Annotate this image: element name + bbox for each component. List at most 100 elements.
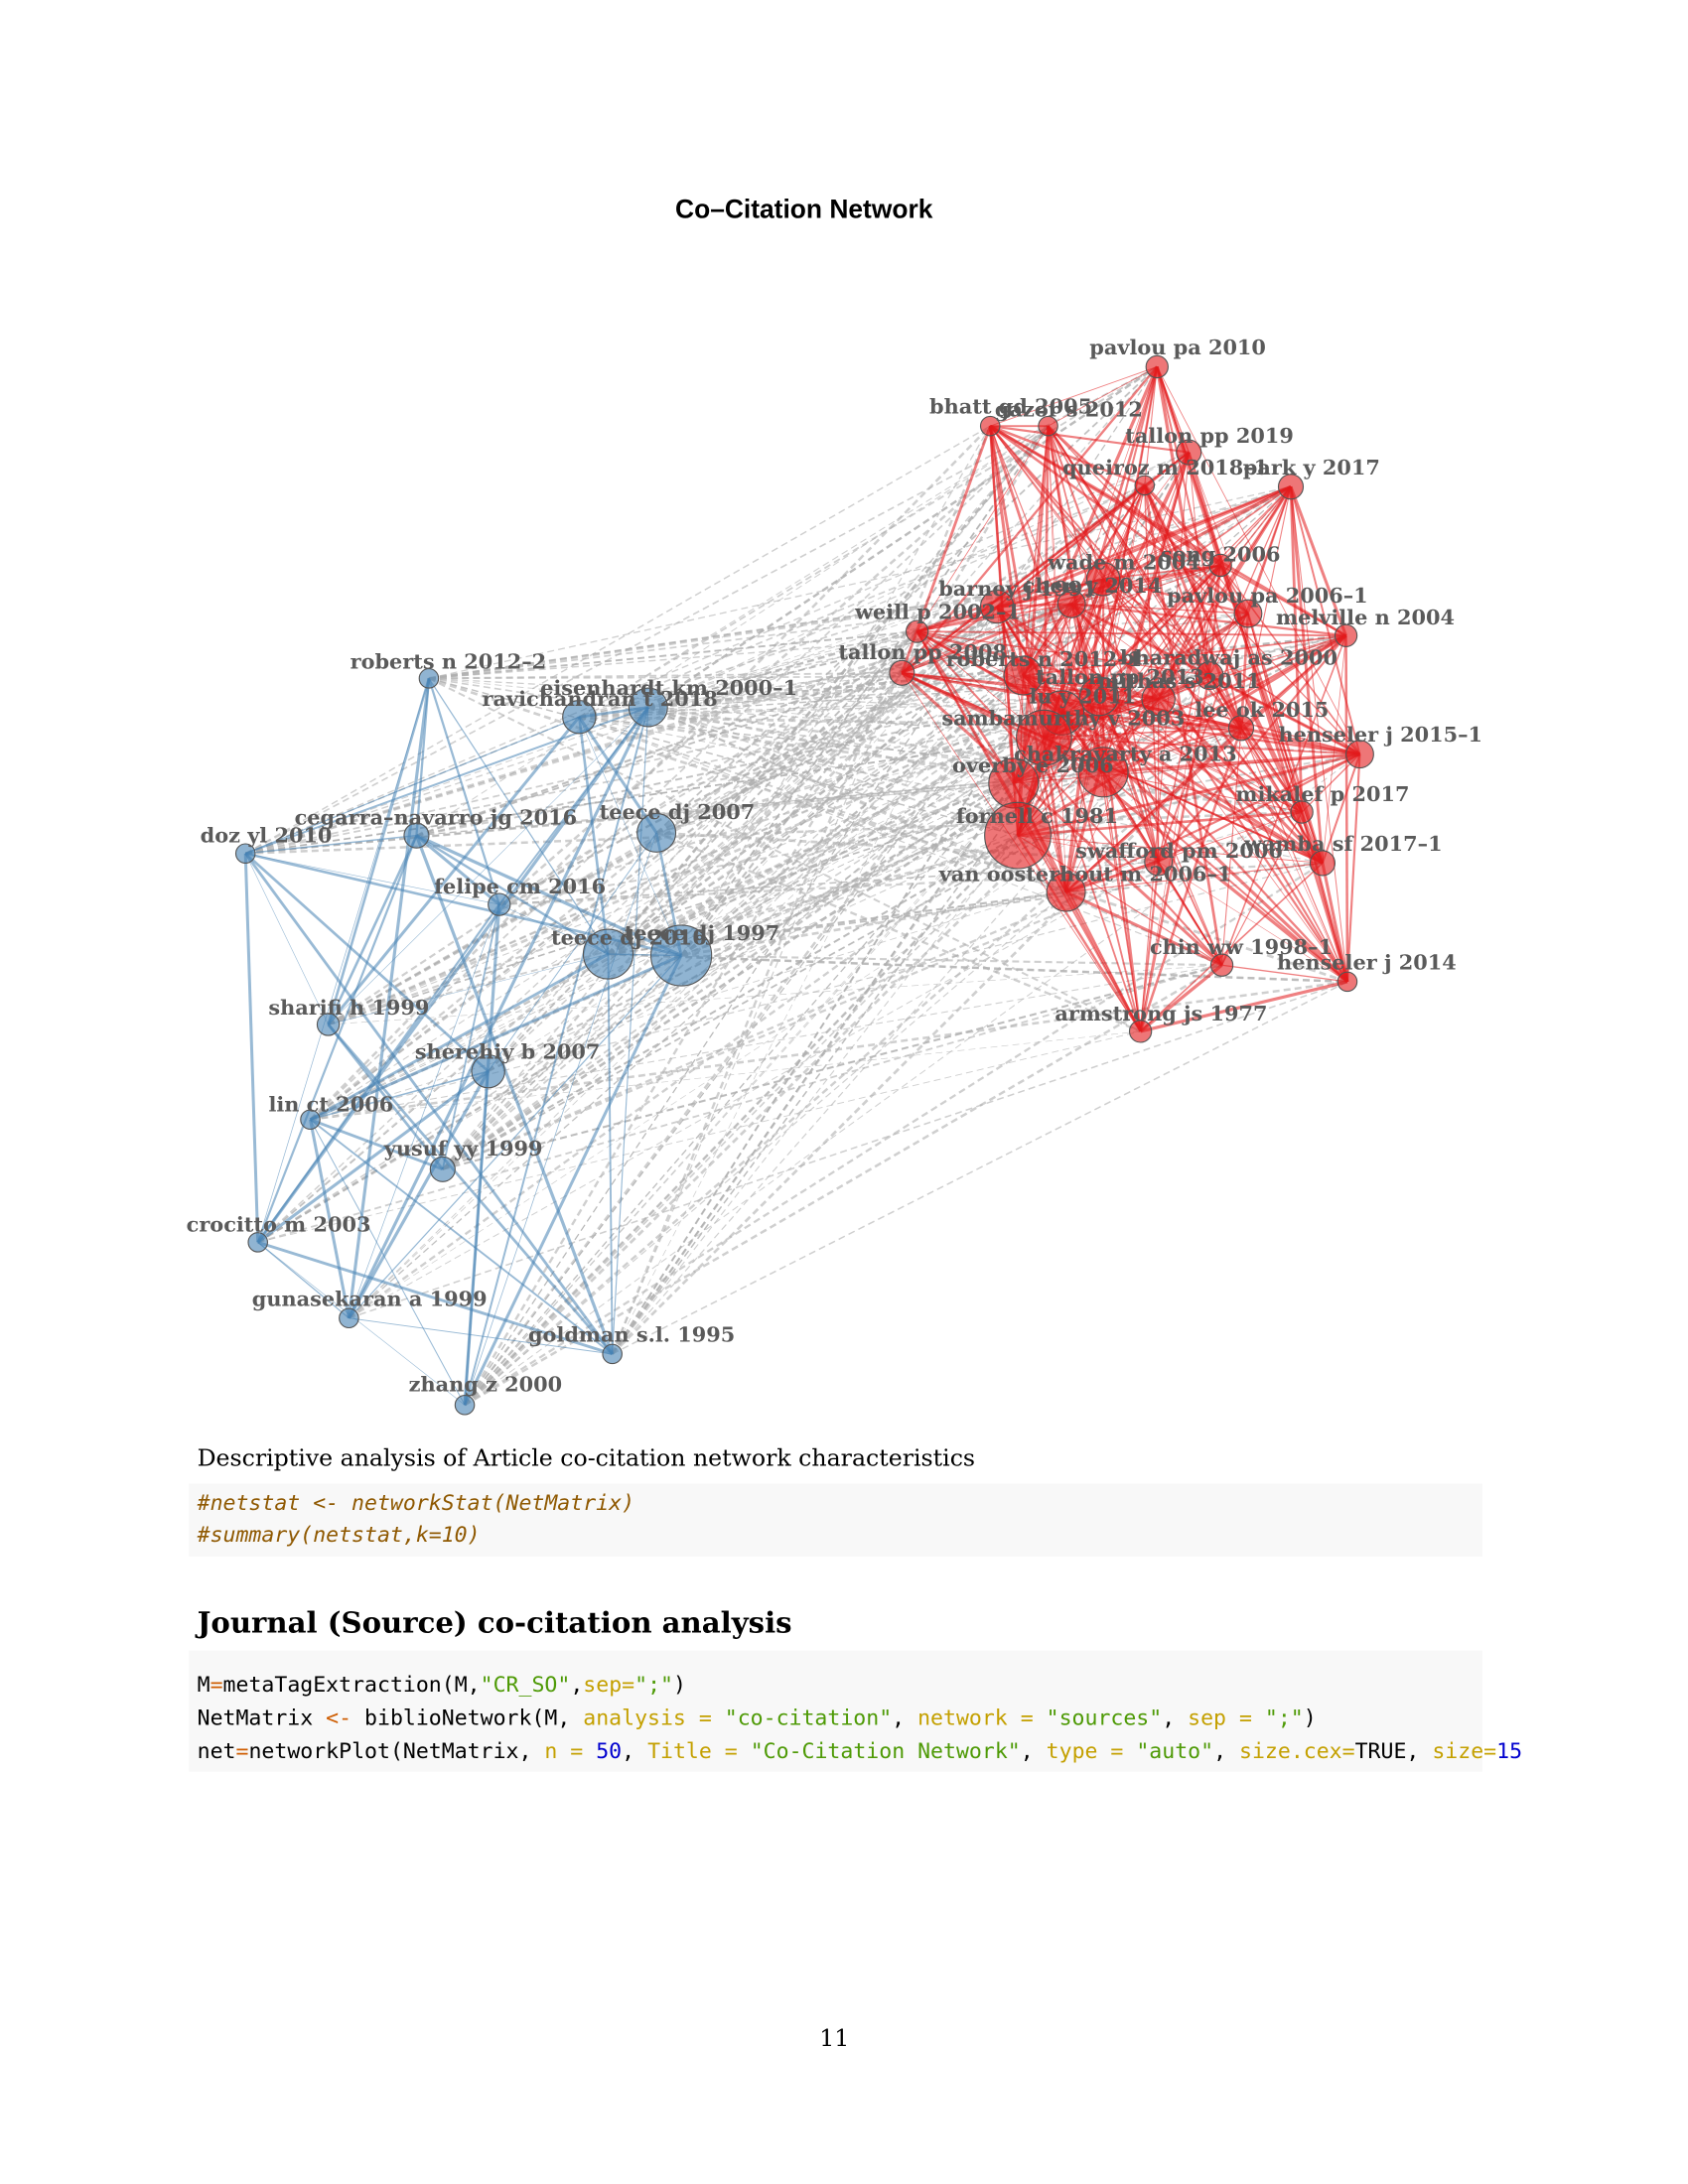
edge [1208, 634, 1346, 676]
cross-edge [680, 425, 1049, 956]
node-label: bhatt gd 2005 [929, 394, 1092, 419]
node [582, 928, 634, 980]
edge [1240, 728, 1303, 813]
edge [1022, 675, 1067, 892]
cross-edge [464, 964, 1223, 1407]
node [403, 822, 430, 849]
cross-edge [442, 861, 1160, 1170]
edge [1065, 752, 1360, 893]
cross-edge [680, 606, 998, 956]
cross-edge [428, 671, 903, 680]
edge [915, 630, 1223, 966]
code-token: "CR_SO" [481, 1673, 571, 1698]
cross-edge [442, 452, 1190, 1170]
code-token: networkPlot(NetMatrix, [248, 1739, 544, 1764]
node-label: yusuf yy 1999 [383, 1136, 543, 1160]
node [979, 415, 1001, 437]
cross-edge [579, 613, 1249, 718]
edge [1240, 728, 1348, 983]
edge [578, 717, 610, 955]
node [1345, 740, 1374, 769]
edge [1188, 452, 1249, 614]
edge [996, 606, 1324, 865]
node-label: armstrong js 1977 [1055, 1001, 1267, 1025]
edge [1065, 366, 1158, 892]
node-label: zhang z 2000 [409, 1371, 562, 1396]
node-label: chen y 2014 [1023, 573, 1163, 598]
edge [916, 630, 1346, 637]
edge [990, 366, 1158, 427]
node-label: wade m 2004 [1047, 550, 1200, 575]
cross-edge [327, 483, 1146, 1025]
edge [1239, 613, 1250, 729]
cross-edge [612, 696, 1100, 1355]
node-label: mithas s 2011 [1097, 668, 1260, 693]
cross-edge [349, 861, 1159, 1319]
node-label: bharadwaj as 2000 [1120, 644, 1337, 669]
edge [257, 1242, 466, 1406]
edge [1065, 862, 1324, 893]
node [984, 801, 1052, 870]
code-token: <- [326, 1706, 352, 1730]
code-token: M [198, 1673, 211, 1698]
cross-edge [498, 862, 1323, 906]
cross-edge [579, 672, 903, 718]
node [1128, 1020, 1153, 1043]
cross-edge [608, 953, 1347, 983]
code-token: size= [1432, 1739, 1496, 1764]
cross-edge [579, 716, 1324, 865]
node-label: overby e 2006 [952, 752, 1114, 777]
code-token: analysis = [583, 1706, 725, 1730]
code-token: n = [544, 1739, 596, 1764]
cross-edge [464, 727, 1242, 1407]
node [1277, 474, 1305, 500]
edge [1102, 771, 1348, 983]
edge [1158, 861, 1348, 983]
node-label: chin ww 1998–1 [1150, 934, 1333, 959]
labels: roberts n 2012–2 ravichandran t 2018eisen… [187, 335, 1482, 1396]
node [1141, 681, 1176, 717]
cross-edge [328, 752, 1360, 1025]
cross-edge [656, 831, 1159, 864]
edge [309, 952, 610, 1121]
code-token: , [1162, 1706, 1188, 1730]
edge [1221, 964, 1348, 983]
edge [309, 954, 682, 1122]
cross-edge [245, 485, 1292, 855]
edge [1071, 603, 1248, 614]
cross-edge [257, 675, 1210, 1243]
node [1085, 562, 1121, 597]
code-token: sep= [583, 1673, 634, 1698]
edge [244, 852, 490, 1073]
cross-edge [680, 712, 1063, 957]
node [1334, 623, 1358, 647]
edge [1048, 426, 1062, 714]
cross-edge [579, 698, 1159, 718]
node-label: goldman s.l. 1995 [528, 1321, 735, 1346]
edge [1143, 484, 1243, 729]
node [300, 1109, 321, 1131]
edge [328, 953, 609, 1025]
node [1208, 553, 1232, 578]
cross-edge [349, 981, 1348, 1319]
node [454, 1395, 476, 1416]
cross-edge [349, 675, 1024, 1319]
cross-edge [647, 706, 1360, 755]
edge [901, 671, 1223, 967]
edge [1048, 425, 1324, 864]
edge [1221, 811, 1303, 966]
node [418, 668, 440, 689]
edge [1061, 711, 1360, 755]
edge [1143, 483, 1222, 567]
cross-edge [328, 603, 1072, 1025]
code-token: "co-citation" [725, 1706, 892, 1730]
code-token: , [1021, 1739, 1047, 1764]
edge [607, 954, 614, 1354]
edge [257, 1241, 614, 1356]
edge [309, 1119, 614, 1355]
node-label: henseler j 2015–1 [1278, 722, 1482, 747]
code-token: TRUE [1355, 1739, 1407, 1764]
caption: Descriptive analysis of Article co-citat… [198, 1443, 975, 1471]
code-token: , [1213, 1739, 1239, 1764]
edge [1064, 727, 1242, 893]
